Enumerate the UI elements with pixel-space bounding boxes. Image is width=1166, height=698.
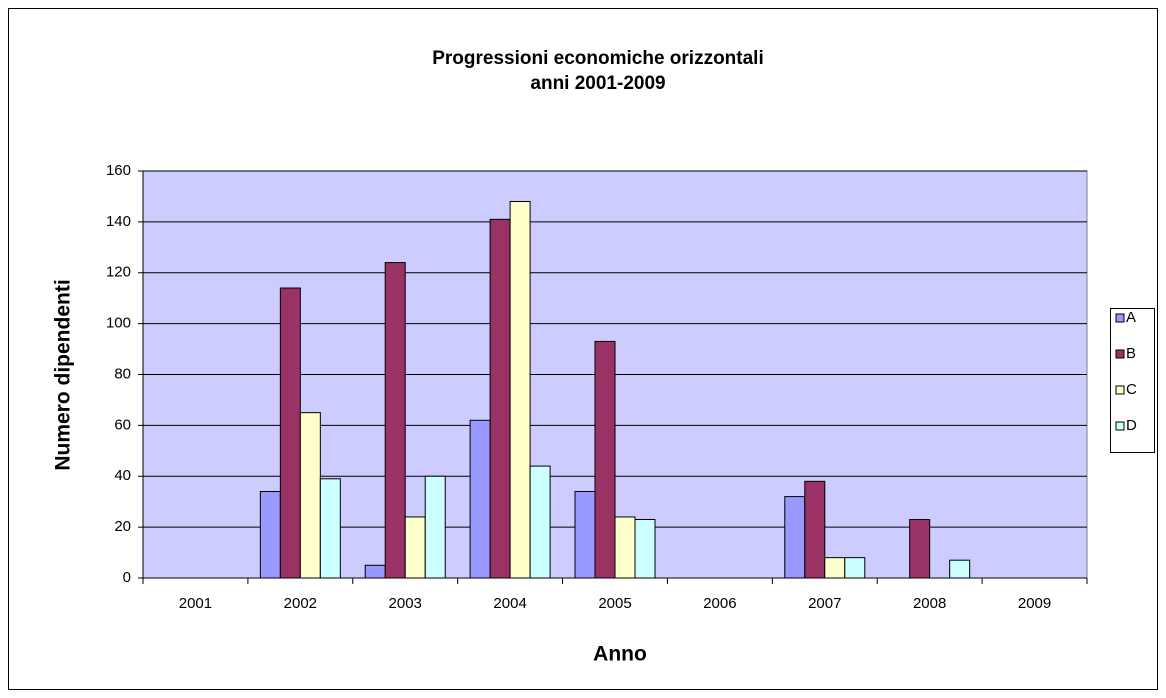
bar <box>909 518 931 579</box>
bar <box>404 516 426 579</box>
bar <box>299 412 321 579</box>
legend-swatch <box>1115 313 1125 323</box>
x-tick-label: 2001 <box>179 595 212 612</box>
bar <box>529 465 551 579</box>
bar <box>319 478 341 579</box>
bar <box>509 201 531 579</box>
bar <box>424 475 446 579</box>
bar <box>574 491 596 579</box>
y-tick-label: 160 <box>106 162 131 179</box>
y-tick-label: 0 <box>123 569 131 586</box>
x-axis-title: Anno <box>593 643 647 666</box>
y-tick-label: 100 <box>106 315 131 332</box>
bar <box>824 557 846 579</box>
bar <box>259 491 281 579</box>
bar <box>634 518 656 579</box>
legend-label: D <box>1126 417 1137 434</box>
bar <box>949 559 971 579</box>
x-tick-label: 2003 <box>389 595 422 612</box>
x-tick-label: 2006 <box>703 595 736 612</box>
legend-label: C <box>1126 381 1137 398</box>
x-tick-label: 2008 <box>913 595 946 612</box>
x-tick-label: 2004 <box>493 595 526 612</box>
x-tick-label: 2005 <box>598 595 631 612</box>
legend-swatch <box>1115 349 1125 359</box>
y-tick-label: 120 <box>106 264 131 281</box>
bar <box>844 557 866 579</box>
bar <box>614 516 636 579</box>
chart-subtitle: anni 2001-2009 <box>530 73 665 94</box>
x-tick-label: 2002 <box>284 595 317 612</box>
y-axis-title: Numero dipendenti <box>52 279 75 470</box>
y-tick-label: 20 <box>114 518 131 535</box>
bar <box>784 496 806 579</box>
y-tick-label: 80 <box>114 365 131 382</box>
bar <box>279 287 301 579</box>
bar <box>804 480 826 579</box>
chart-title: Progressioni economiche orizzontali <box>432 48 764 69</box>
legend-swatch <box>1115 385 1125 395</box>
legend-label: A <box>1126 309 1136 326</box>
bar <box>489 218 511 579</box>
y-tick-label: 40 <box>114 467 131 484</box>
x-tick-label: 2007 <box>808 595 841 612</box>
bar <box>364 564 386 579</box>
bar <box>594 340 616 579</box>
bar <box>384 262 406 579</box>
y-tick-label: 140 <box>106 213 131 230</box>
legend-swatch <box>1115 421 1125 431</box>
bar <box>469 419 491 579</box>
y-tick-label: 60 <box>114 416 131 433</box>
legend-label: B <box>1126 345 1136 362</box>
x-tick-label: 2009 <box>1018 595 1051 612</box>
